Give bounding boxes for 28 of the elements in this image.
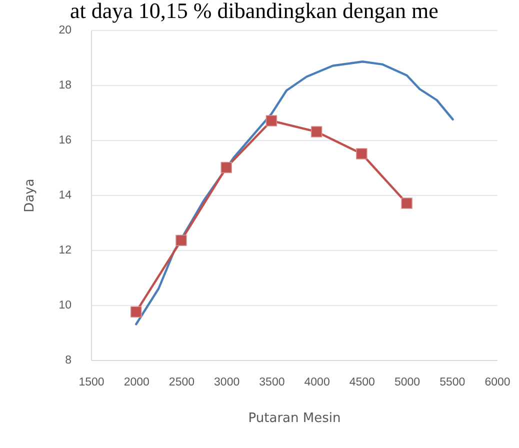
x-axis-title: Putaran Mesin	[248, 411, 341, 426]
x-tick-label: 2000	[124, 376, 150, 388]
y-tick-label: 14	[58, 190, 72, 202]
point	[220, 162, 232, 174]
y-tick-label: 8	[65, 354, 72, 366]
x-tick-label: 6000	[484, 376, 510, 388]
x-tick-label: 4500	[349, 376, 375, 388]
x-tick-label: 3500	[259, 376, 285, 388]
x-tick-label: 2500	[168, 376, 195, 388]
line-series	[135, 60, 454, 326]
point	[176, 234, 187, 246]
y-tick-label: 10	[58, 300, 72, 312]
y-tick-label: 16	[58, 134, 72, 146]
text: at daya 10,15 % dibandingkan dengan me	[69, 0, 440, 24]
point	[130, 306, 142, 318]
y-axis-title: Daya	[22, 178, 38, 212]
y-tick-label: 18	[58, 80, 72, 92]
point	[266, 115, 278, 126]
x-tick-label: 3000	[214, 376, 240, 388]
point	[401, 198, 412, 209]
y-tick-label: 20	[58, 24, 72, 36]
x-tick-label: 1500	[78, 376, 104, 388]
x-tick-label: 5500	[440, 376, 466, 388]
x-tick-label: 4000	[304, 376, 330, 388]
x-tick-label: 5000	[394, 376, 420, 388]
point	[356, 148, 368, 160]
point	[310, 126, 322, 138]
y-tick-label: 12	[58, 244, 72, 256]
